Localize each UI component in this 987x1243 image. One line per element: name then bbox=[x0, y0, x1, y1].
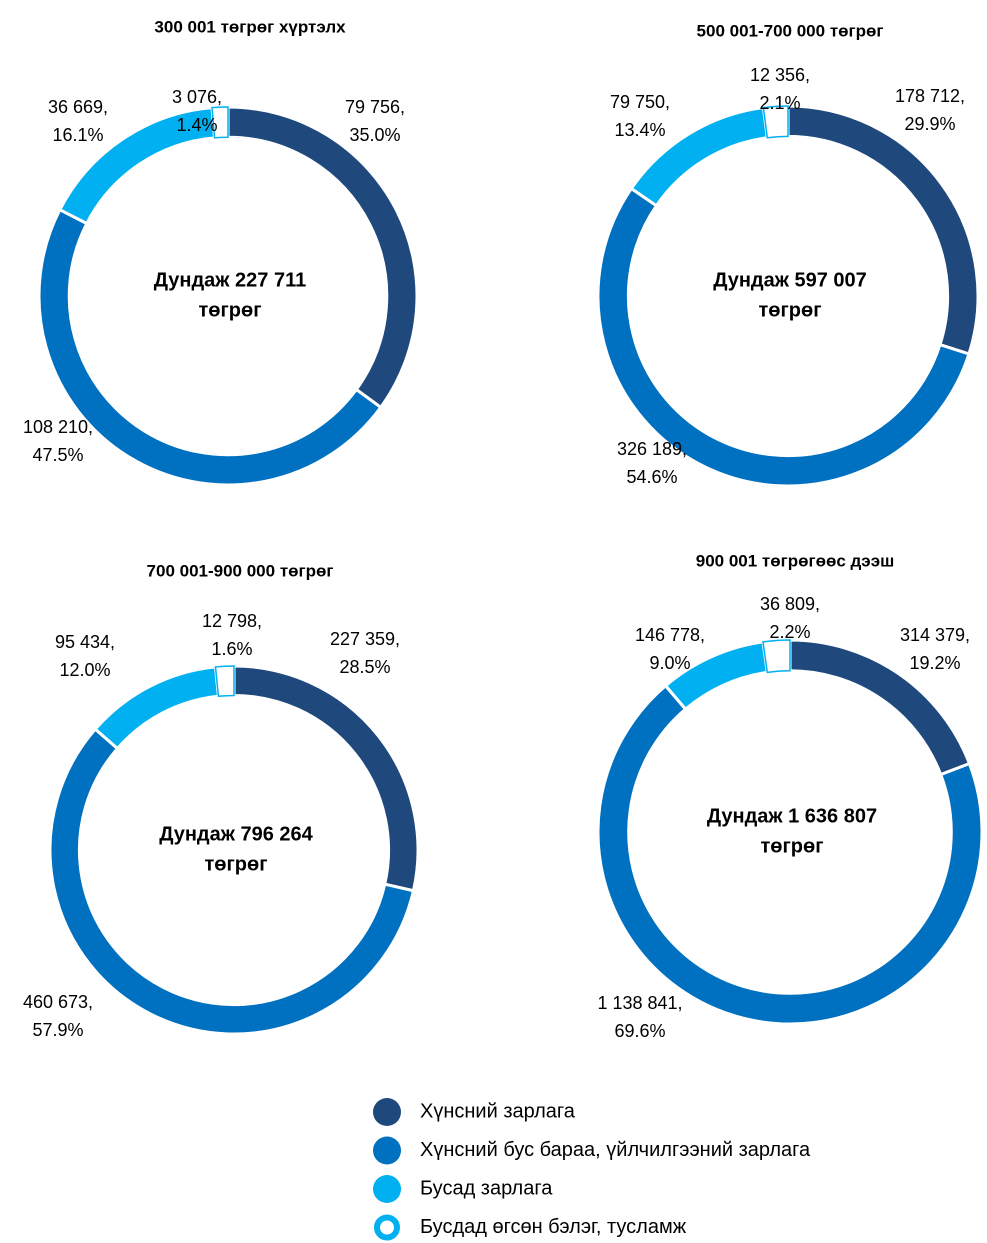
data-label: 79 756, bbox=[345, 97, 405, 117]
legend-marker bbox=[373, 1136, 401, 1165]
center-label: Дундаж 796 264 bbox=[159, 823, 313, 845]
data-label: 227 359, bbox=[330, 629, 400, 649]
chart-title: 300 001 төгрөг хүртэлх bbox=[154, 17, 346, 36]
donut-slice bbox=[93, 665, 221, 751]
data-label: 69.6% bbox=[614, 1021, 665, 1041]
legend-marker bbox=[373, 1098, 401, 1126]
center-label: төгрөг bbox=[198, 299, 261, 321]
data-label: 36 809, bbox=[760, 594, 820, 614]
data-label: 108 210, bbox=[23, 417, 93, 437]
data-label: 16.1% bbox=[52, 125, 103, 145]
center-label: төгрөг bbox=[204, 853, 267, 875]
donut-slice bbox=[37, 207, 383, 487]
data-label: 47.5% bbox=[32, 445, 83, 465]
data-label: 2.2% bbox=[769, 622, 810, 642]
data-label: 79 750, bbox=[610, 92, 670, 112]
center-label: төгрөг bbox=[758, 299, 821, 321]
data-label: 3 076, bbox=[172, 87, 222, 107]
data-label: 12 356, bbox=[750, 65, 810, 85]
legend-label: Бусдад өгсөн бэлэг, тусламж bbox=[420, 1216, 687, 1238]
data-label: 2.1% bbox=[759, 93, 800, 113]
data-label: 95 434, bbox=[55, 632, 115, 652]
data-label: 35.0% bbox=[349, 125, 400, 145]
data-label: 326 189, bbox=[617, 439, 687, 459]
legend-label: Бусад зарлага bbox=[420, 1177, 553, 1199]
data-label: 36 669, bbox=[48, 97, 108, 117]
data-label: 9.0% bbox=[649, 653, 690, 673]
data-label: 13.4% bbox=[614, 120, 665, 140]
chart-title: 500 001-700 000 төгрөг bbox=[697, 21, 884, 40]
data-label: 28.5% bbox=[339, 657, 390, 677]
data-label: 29.9% bbox=[904, 114, 955, 134]
chart-title: 700 001-900 000 төгрөг bbox=[147, 561, 334, 580]
data-label: 178 712, bbox=[895, 86, 965, 106]
data-label: 460 673, bbox=[23, 992, 93, 1012]
center-label: Дундаж 597 007 bbox=[713, 269, 867, 291]
data-label: 54.6% bbox=[626, 467, 677, 487]
data-label: 19.2% bbox=[909, 653, 960, 673]
donut-slice bbox=[596, 683, 984, 1026]
donut-slice bbox=[211, 106, 229, 139]
donut-slice bbox=[226, 105, 419, 410]
data-label: 57.9% bbox=[32, 1020, 83, 1040]
data-label: 1.6% bbox=[211, 639, 252, 659]
center-label: Дундаж 1 636 807 bbox=[707, 805, 877, 827]
donut-slice bbox=[762, 105, 789, 139]
data-label: 12.0% bbox=[59, 660, 110, 680]
legend-label: Хүнсний бус бараа, үйлчилгээний зарлага bbox=[420, 1139, 811, 1161]
data-label: 146 778, bbox=[635, 625, 705, 645]
data-label: 314 379, bbox=[900, 625, 970, 645]
data-label: 12 798, bbox=[202, 611, 262, 631]
chart-title: 900 001 төгрөгөөс дээш bbox=[696, 551, 895, 570]
center-label: төгрөг bbox=[760, 835, 823, 857]
legend-marker bbox=[374, 1214, 400, 1241]
center-label: Дундаж 227 711 bbox=[154, 269, 306, 291]
donut-slice bbox=[214, 665, 235, 698]
data-label: 1 138 841, bbox=[597, 993, 682, 1013]
donut-slice bbox=[762, 639, 791, 674]
legend-label: Хүнсний зарлага bbox=[420, 1100, 576, 1122]
donut-slice bbox=[48, 727, 416, 1036]
legend-marker bbox=[373, 1175, 401, 1203]
data-label: 1.4% bbox=[176, 115, 217, 135]
